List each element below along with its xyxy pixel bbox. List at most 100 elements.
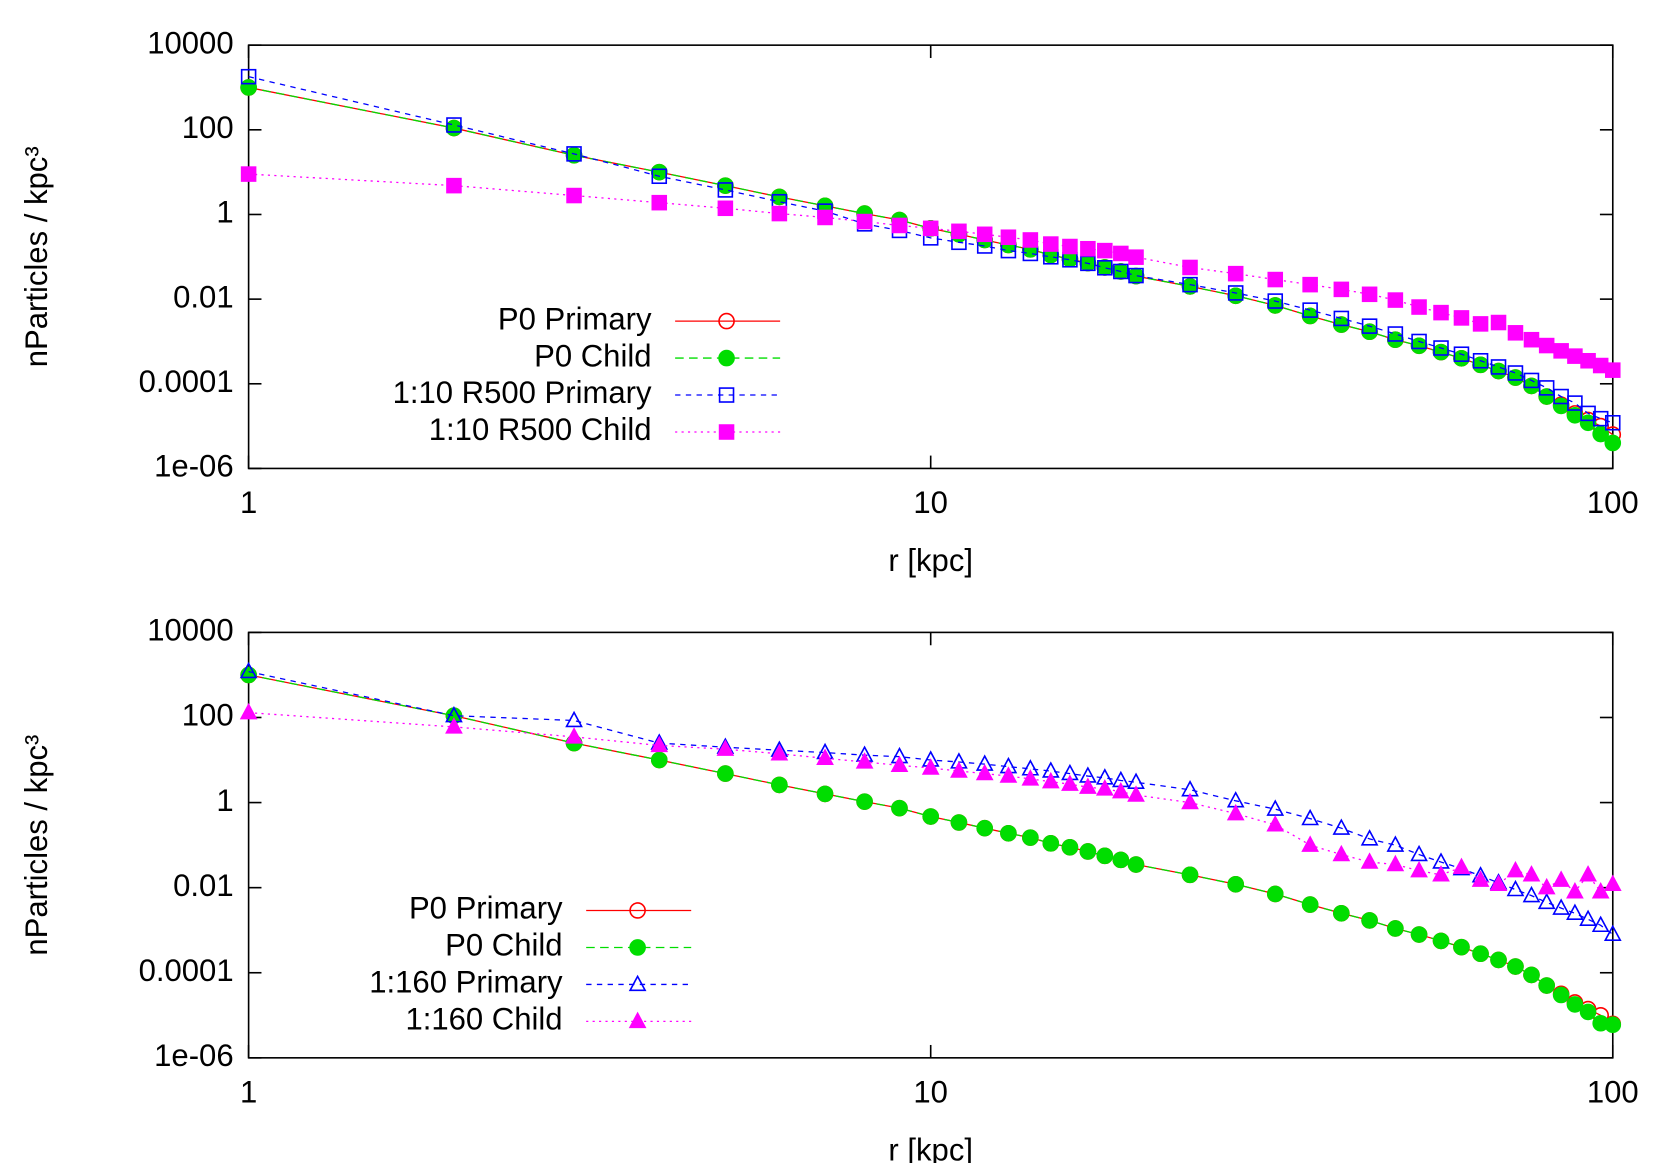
marker [1387, 326, 1404, 342]
marker [1043, 236, 1059, 252]
marker [1538, 337, 1555, 354]
marker [1301, 808, 1319, 826]
y-tick-label: 0.01 [173, 868, 233, 903]
marker [1041, 771, 1060, 789]
y-tick-label: 100 [182, 698, 234, 733]
marker [1506, 860, 1525, 878]
y-axis-label: nParticles / kpc³ [19, 735, 54, 956]
marker [1411, 299, 1427, 315]
marker [1523, 331, 1540, 348]
legend-label: 1:10 R500 Child [429, 412, 652, 447]
marker [1266, 799, 1285, 816]
marker [1433, 304, 1449, 321]
marker [717, 200, 734, 217]
marker [1472, 356, 1489, 374]
marker [445, 119, 463, 137]
marker [1592, 425, 1609, 443]
marker [718, 349, 735, 367]
marker [1387, 331, 1404, 349]
series-line [248, 86, 1614, 444]
plot-frame [247, 631, 1614, 1059]
marker [717, 182, 734, 198]
marker [1453, 310, 1470, 326]
marker [1490, 314, 1507, 331]
marker [1386, 835, 1405, 852]
marker [1579, 1003, 1597, 1021]
marker [816, 748, 834, 765]
marker [1302, 302, 1318, 318]
x-tick-label: 10 [913, 1074, 948, 1109]
marker [239, 702, 258, 720]
marker [1507, 325, 1524, 341]
marker [1227, 265, 1244, 282]
marker [1061, 838, 1079, 856]
marker [950, 761, 968, 778]
marker [1226, 803, 1245, 821]
marker [771, 776, 788, 794]
marker [628, 974, 647, 992]
marker [566, 187, 582, 204]
marker [856, 793, 873, 810]
marker [1410, 926, 1428, 943]
y-tick-label: 1 [216, 783, 233, 818]
marker [1522, 885, 1541, 903]
x-tick-label: 100 [1587, 485, 1639, 520]
marker [1566, 903, 1584, 920]
marker [770, 744, 789, 761]
marker [1096, 259, 1114, 276]
marker [1332, 818, 1351, 835]
marker [1538, 977, 1555, 994]
marker [239, 661, 258, 679]
marker [1061, 774, 1079, 791]
marker [650, 751, 668, 769]
marker [1022, 232, 1039, 248]
series-line [248, 76, 1613, 424]
marker [1361, 912, 1378, 929]
marker [1472, 352, 1489, 369]
marker [1566, 407, 1584, 424]
marker [1181, 866, 1199, 884]
y-tick-label: 0.0001 [139, 953, 234, 988]
marker [1471, 870, 1490, 887]
marker [1592, 410, 1609, 427]
marker [1506, 879, 1525, 897]
marker [1579, 909, 1597, 927]
marker [1361, 318, 1378, 334]
marker [1603, 874, 1622, 891]
marker [921, 758, 940, 775]
marker [1079, 843, 1097, 860]
marker [1266, 815, 1285, 832]
marker [240, 68, 257, 85]
marker [1523, 966, 1540, 984]
marker [1360, 829, 1379, 846]
marker [891, 799, 908, 817]
marker [565, 710, 583, 728]
marker [922, 220, 939, 237]
marker [650, 735, 669, 753]
marker [1566, 996, 1584, 1013]
marker [1360, 852, 1379, 869]
marker [1127, 856, 1145, 873]
marker [975, 763, 994, 781]
marker [1432, 932, 1450, 950]
marker [651, 168, 668, 185]
marker [1128, 249, 1144, 265]
marker [1267, 271, 1284, 288]
marker [1128, 267, 1144, 284]
marker [1537, 892, 1556, 910]
marker [1523, 372, 1540, 389]
marker [1227, 285, 1244, 301]
marker [1472, 945, 1489, 963]
marker [890, 755, 909, 773]
marker [950, 814, 968, 831]
marker [1566, 882, 1584, 899]
marker [1567, 348, 1583, 364]
legend-label: 1:160 Primary [369, 965, 563, 1000]
marker [1182, 276, 1198, 293]
marker [1489, 874, 1508, 891]
marker [1579, 414, 1597, 432]
marker [1591, 915, 1610, 933]
marker [1112, 851, 1130, 869]
marker [1267, 293, 1284, 309]
marker [1079, 777, 1097, 794]
